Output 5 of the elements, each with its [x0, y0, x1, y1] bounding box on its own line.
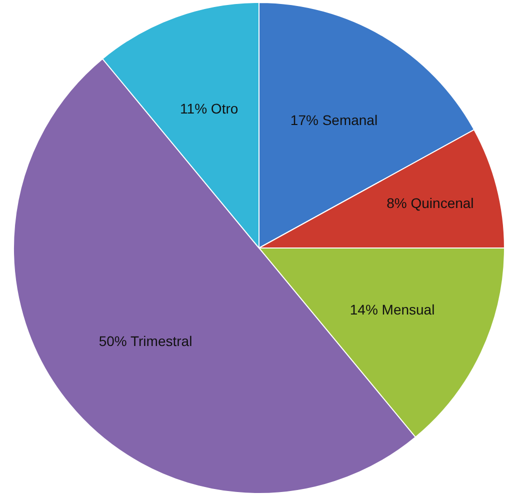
slice-label: 50% Trimestral [98, 332, 192, 349]
slice-label: 14% Mensual [350, 302, 435, 318]
slice-label: 17% Semanal [290, 112, 378, 128]
slice-label: 11% Otro [180, 100, 238, 116]
slice-label: 8% Quincenal [386, 194, 474, 211]
